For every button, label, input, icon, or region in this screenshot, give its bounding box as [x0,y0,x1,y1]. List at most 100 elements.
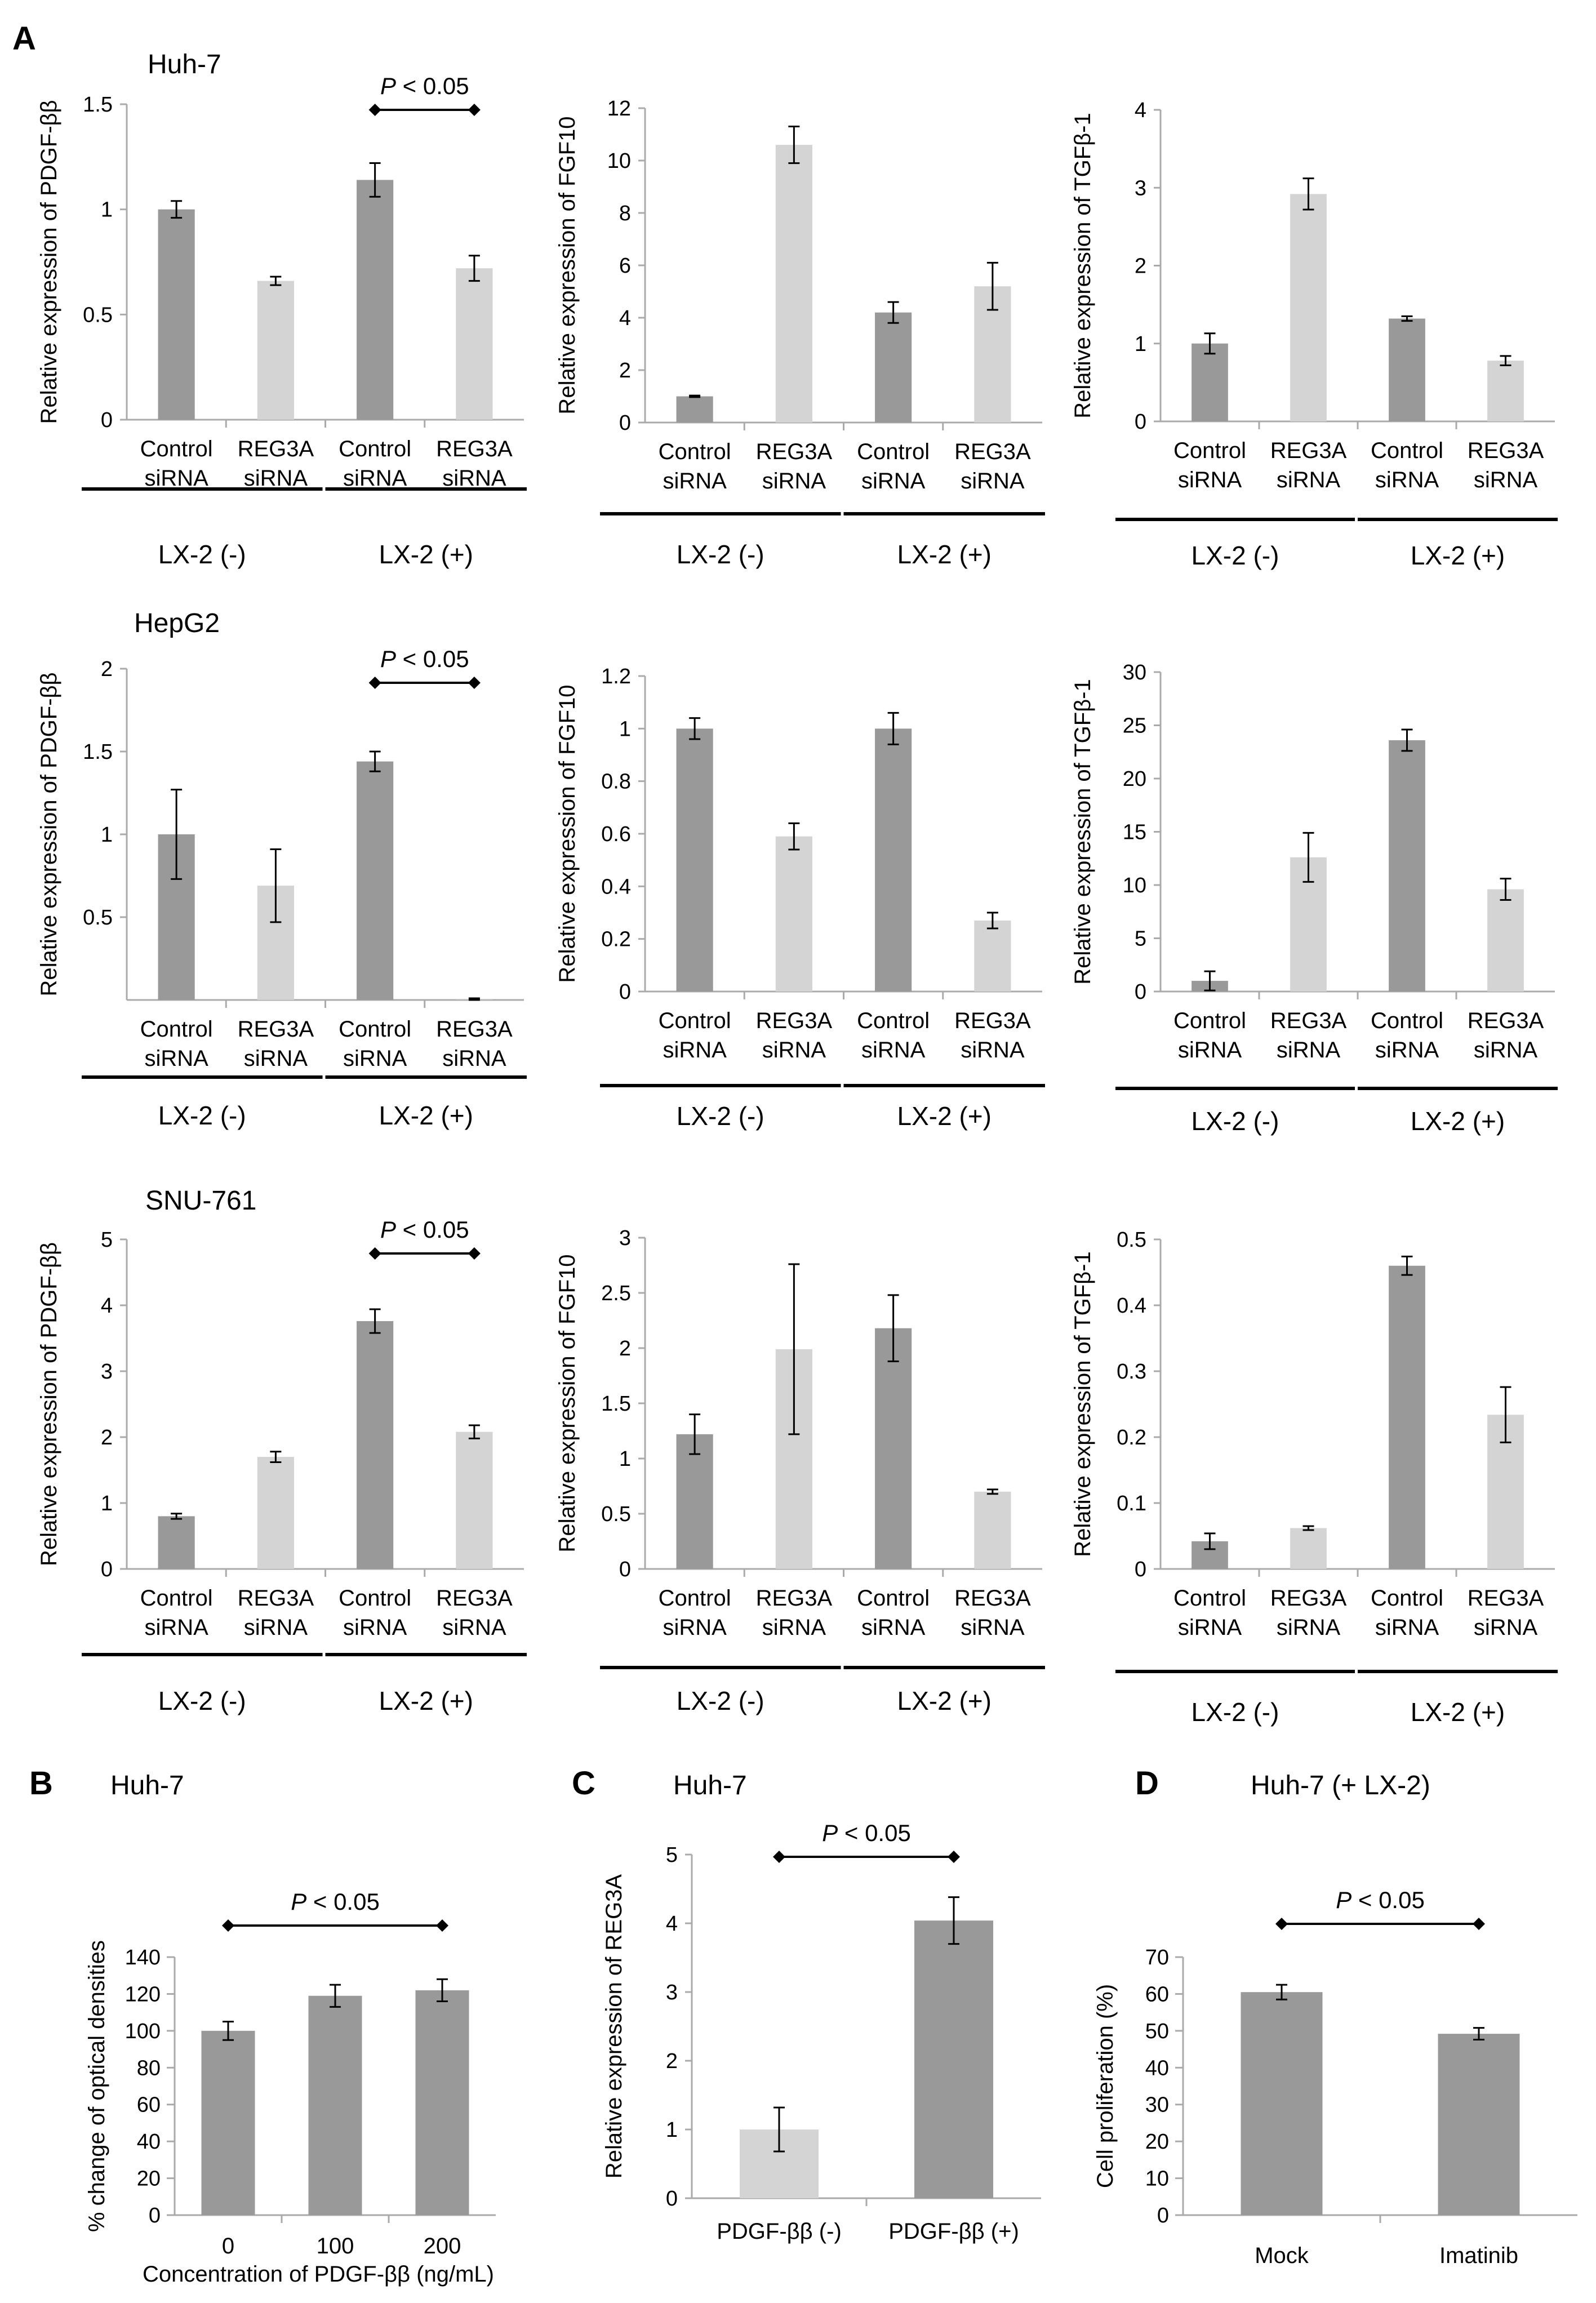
chart-b-pvalue-marker [222,1919,234,1932]
chart-a8: 0 0.5 1 1.5 2 2.5 3 Relative expression of FGF1… [555,1226,1045,1715]
chart-a6-group-label: LX-2 (-) [1192,1106,1279,1136]
charts-layer: Huh-7 0 0.5 1 1.5 Relative expression of PDGF… [37,50,1577,2287]
chart-a9-category-label: siRNA [1277,1615,1341,1640]
chart-a7-category-label: siRNA [244,1615,308,1640]
chart-a3-bar [1290,194,1327,421]
chart-a6-category-label: siRNA [1277,1038,1341,1062]
chart-a7-group-label: LX-2 (-) [158,1686,246,1715]
chart-a6-category-label: siRNA [1474,1038,1538,1062]
chart-b: Huh-7 0 20 40 60 80 100 120 140 % change of optic… [85,1771,496,2287]
chart-a5-group-label: LX-2 (-) [677,1101,764,1131]
chart-a2-category-label: siRNA [762,469,826,494]
chart-a4-pvalue-label: P < 0.05 [380,646,469,672]
chart-a2-tick-label: 6 [619,254,631,278]
chart-a3-category-label: siRNA [1277,468,1341,492]
chart-a2-category-label: siRNA [861,469,926,494]
chart-a8-category-label: Control [659,1586,731,1611]
chart-a8-tick-label: 1.5 [601,1392,631,1416]
chart-a7-bar [357,1321,394,1569]
chart-a2-bar [875,312,912,423]
chart-a1-bar [456,268,493,420]
chart-a8-category-label: siRNA [762,1615,826,1640]
chart-a2-category-label: REG3A [756,439,833,464]
chart-c-pvalue-marker [773,1851,785,1863]
chart-d-bar [1241,1992,1323,2215]
chart-a8-category-label: Control [857,1586,930,1611]
chart-a2-group-label: LX-2 (+) [897,540,992,569]
chart-a1-category-label: siRNA [442,466,506,491]
chart-a4-title: HepG2 [134,608,220,638]
chart-c: Huh-7 0 1 2 3 4 5 Relative expression of REG3A P… [602,1771,1041,2244]
chart-a5-y-label: Relative expression of FGF10 [555,684,580,982]
chart-a7-tick-label: 4 [101,1294,113,1318]
chart-c-tick-label: 2 [666,2049,678,2073]
chart-a4-tick-label: 0.5 [83,906,113,930]
chart-a9-category-label: siRNA [1375,1615,1439,1640]
chart-a4: HepG2 0.5 1 1.5 2 Relative expression of PDGF… [37,608,527,1130]
chart-a4-category-label: siRNA [343,1046,407,1071]
chart-a1-category-label: REG3A [436,437,513,461]
chart-a7-bar [456,1431,493,1569]
chart-b-tick-label: 0 [149,2204,161,2228]
chart-a5-tick-label: 1.2 [601,665,631,688]
chart-a1-category-label: siRNA [144,466,208,491]
chart-a8-tick-label: 3 [619,1226,631,1250]
chart-a5-category-label: REG3A [756,1008,833,1033]
chart-a9-tick-label: 0.3 [1117,1360,1146,1384]
chart-c-tick-label: 1 [666,2118,678,2142]
chart-d-tick-label: 50 [1145,2020,1169,2043]
chart-a9-category-label: siRNA [1474,1615,1538,1640]
chart-a6-category-label: Control [1371,1008,1443,1033]
chart-a5-bar [875,728,912,992]
chart-a2-bar [775,145,812,423]
chart-b-bar [201,2030,255,2215]
chart-a8-bar [974,1491,1011,1569]
chart-a1-group-label: LX-2 (+) [379,540,473,569]
chart-a6-group-label: LX-2 (+) [1411,1106,1505,1136]
chart-a4-category-label: siRNA [442,1046,506,1071]
chart-c-title: Huh-7 [673,1771,747,1800]
chart-a1-title: Huh-7 [148,50,221,79]
chart-a5: 0 0.2 0.4 0.6 0.8 1 1.2 Relative expression of … [555,665,1045,1131]
chart-a7-y-label: Relative expression of PDGF-ββ [37,1242,61,1566]
chart-a3-tick-label: 2 [1135,255,1146,278]
chart-a4-pvalue-marker [368,677,381,689]
chart-a4-y-label: Relative expression of PDGF-ββ [37,672,61,996]
chart-a4-group-label: LX-2 (-) [158,1101,246,1130]
chart-a6: 0 5 10 15 20 25 30 Relative expression of TGFβ-… [1070,661,1558,1136]
chart-a9-category-label: REG3A [1468,1586,1544,1611]
chart-a2-tick-label: 0 [619,411,631,435]
panel-label-c: C [572,1765,595,1802]
chart-a7-group-label: LX-2 (+) [379,1686,473,1715]
chart-c-category-label: PDGF-ββ (+) [888,2219,1019,2244]
chart-a9-tick-label: 0 [1135,1558,1146,1581]
chart-a1-category-label: siRNA [244,466,308,491]
chart-a5-tick-label: 1 [619,717,631,741]
chart-d-tick-label: 0 [1157,2204,1169,2228]
chart-c-pvalue-label: P < 0.05 [822,1820,911,1846]
chart-a1-pvalue-marker [368,104,381,116]
chart-a5-category-label: siRNA [861,1038,926,1062]
chart-a5-tick-label: 0.6 [601,822,631,846]
panel-label-d: D [1135,1765,1159,1802]
chart-a8-category-label: REG3A [756,1586,833,1611]
chart-a7-pvalue-marker [368,1247,381,1260]
chart-b-category-label: 0 [222,2234,234,2258]
chart-a8-y-label: Relative expression of FGF10 [555,1254,580,1552]
chart-a3-category-label: siRNA [1474,468,1538,492]
chart-a1-category-label: Control [339,437,411,461]
chart-a1: Huh-7 0 0.5 1 1.5 Relative expression of PDGF… [37,50,527,569]
chart-a5-tick-label: 0 [619,980,631,1004]
chart-a7-category-label: REG3A [238,1586,314,1611]
chart-a7-tick-label: 0 [101,1558,113,1581]
chart-a1-tick-label: 1.5 [83,93,113,117]
chart-a7: SNU-761 0 1 2 3 4 5 Relative expression of PDGF… [37,1186,527,1715]
chart-a7-pvalue-marker [468,1247,481,1260]
chart-a6-tick-label: 15 [1123,821,1146,844]
chart-a8-tick-label: 2.5 [601,1282,631,1305]
chart-a8-bar [676,1434,713,1569]
chart-a9-category-label: siRNA [1178,1615,1242,1640]
chart-a8-category-label: REG3A [954,1586,1031,1611]
chart-d-pvalue-label: P < 0.05 [1336,1887,1425,1913]
